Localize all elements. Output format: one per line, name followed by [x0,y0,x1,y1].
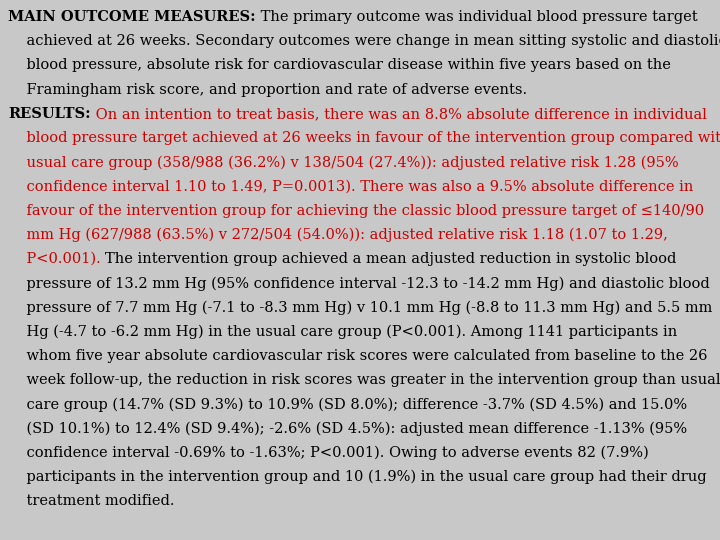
Text: (SD 10.1%) to 12.4% (SD 9.4%); -2.6% (SD 4.5%): adjusted mean difference -1.13% : (SD 10.1%) to 12.4% (SD 9.4%); -2.6% (SD… [8,421,687,436]
Text: whom five year absolute cardiovascular risk scores were calculated from baseline: whom five year absolute cardiovascular r… [8,349,708,363]
Text: usual care group (358/988 (36.2%) v 138/504 (27.4%)): adjusted relative risk 1.2: usual care group (358/988 (36.2%) v 138/… [8,155,679,170]
Text: The intervention group achieved a mean adjusted reduction in systolic blood: The intervention group achieved a mean a… [105,252,677,266]
Text: blood pressure target achieved at 26 weeks in favour of the intervention group c: blood pressure target achieved at 26 wee… [8,131,720,145]
Text: blood pressure, absolute risk for cardiovascular disease within five years based: blood pressure, absolute risk for cardio… [8,58,671,72]
Text: participants in the intervention group and 10 (1.9%) in the usual care group had: participants in the intervention group a… [8,470,706,484]
Text: achieved at 26 weeks. Secondary outcomes were change in mean sitting systolic an: achieved at 26 weeks. Secondary outcomes… [8,34,720,48]
Text: pressure of 13.2 mm Hg (95% confidence interval -12.3 to -14.2 mm Hg) and diasto: pressure of 13.2 mm Hg (95% confidence i… [8,276,710,291]
Text: On an intention to treat basis, there was an 8.8% absolute difference in individ: On an intention to treat basis, there wa… [91,107,706,121]
Text: mm Hg (627/988 (63.5%) v 272/504 (54.0%)): adjusted relative risk 1.18 (1.07 to : mm Hg (627/988 (63.5%) v 272/504 (54.0%)… [8,228,668,242]
Text: RESULTS:: RESULTS: [8,107,91,121]
Text: confidence interval -0.69% to -1.63%; P<0.001). Owing to adverse events 82 (7.9%: confidence interval -0.69% to -1.63%; P<… [8,446,649,460]
Text: P<0.001).: P<0.001). [8,252,105,266]
Text: Framingham risk score, and proportion and rate of adverse events.: Framingham risk score, and proportion an… [8,83,527,97]
Text: care group (14.7% (SD 9.3%) to 10.9% (SD 8.0%); difference -3.7% (SD 4.5%) and 1: care group (14.7% (SD 9.3%) to 10.9% (SD… [8,397,687,411]
Text: treatment modified.: treatment modified. [8,494,174,508]
Text: Hg (-4.7 to -6.2 mm Hg) in the usual care group (P<0.001). Among 1141 participan: Hg (-4.7 to -6.2 mm Hg) in the usual car… [8,325,678,339]
Text: pressure of 7.7 mm Hg (-7.1 to -8.3 mm Hg) v 10.1 mm Hg (-8.8 to 11.3 mm Hg) and: pressure of 7.7 mm Hg (-7.1 to -8.3 mm H… [8,300,712,315]
Text: The primary outcome was individual blood pressure target: The primary outcome was individual blood… [256,10,697,24]
Text: confidence interval 1.10 to 1.49, P=0.0013). There was also a 9.5% absolute diff: confidence interval 1.10 to 1.49, P=0.00… [8,179,693,193]
Text: favour of the intervention group for achieving the classic blood pressure target: favour of the intervention group for ach… [8,204,704,218]
Text: week follow-up, the reduction in risk scores was greater in the intervention gro: week follow-up, the reduction in risk sc… [8,373,720,387]
Text: MAIN OUTCOME MEASURES:: MAIN OUTCOME MEASURES: [8,10,256,24]
